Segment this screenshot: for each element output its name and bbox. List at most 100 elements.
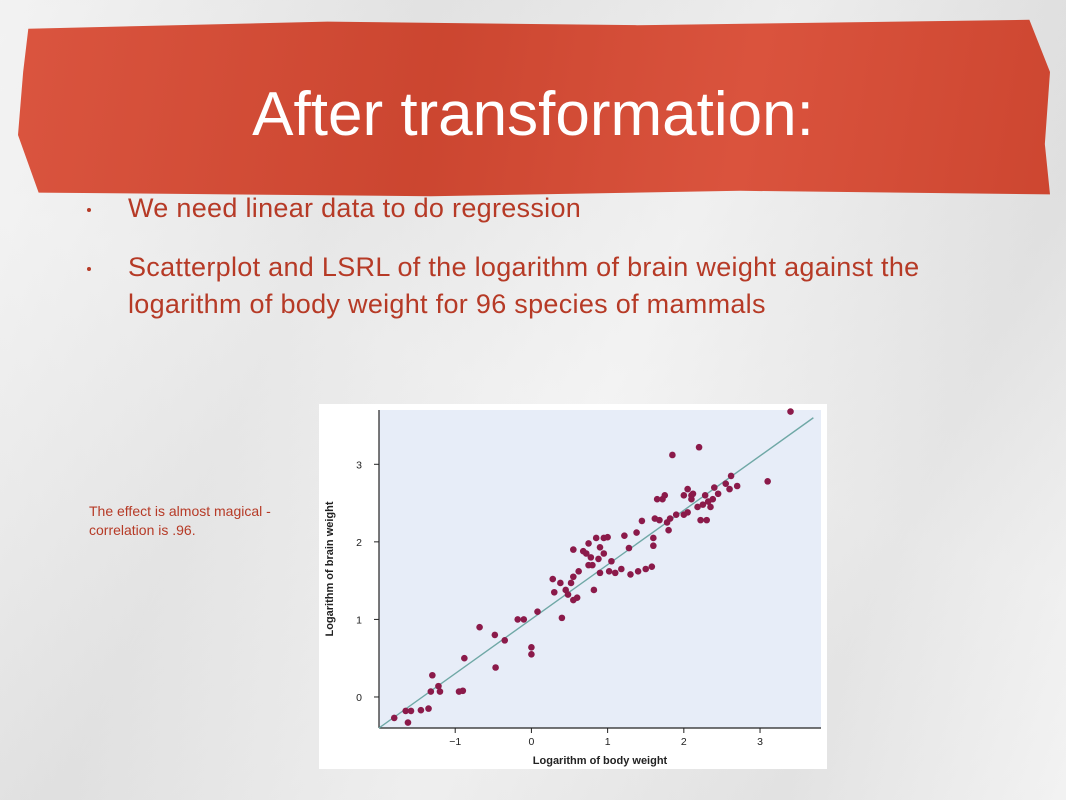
data-point [764, 478, 771, 485]
data-point [585, 540, 592, 547]
bullet-list: We need linear data to do regression Sca… [84, 190, 984, 345]
y-tick-label: 2 [356, 537, 362, 549]
y-tick-label: 1 [356, 614, 362, 626]
data-point [726, 485, 733, 493]
regression-line [378, 417, 814, 729]
data-point [402, 707, 409, 715]
scatterplot-chart: −1 0 1 2 3 0 1 2 3 Logarithm of body weight Log… [319, 404, 827, 769]
bullet-item: We need linear data to do regression [84, 190, 984, 227]
data-point [390, 714, 398, 722]
data-point [642, 565, 650, 573]
data-point [608, 557, 615, 565]
data-point [596, 569, 604, 577]
data-point [595, 555, 602, 563]
data-point [703, 516, 710, 524]
data-point [618, 565, 625, 573]
data-point [694, 503, 701, 511]
data-point [611, 569, 619, 577]
data-point [587, 554, 595, 561]
data-point [656, 516, 663, 524]
data-point [570, 573, 577, 581]
data-point [638, 517, 646, 525]
data-point [564, 591, 572, 598]
data-point [727, 472, 735, 480]
title-banner [18, 19, 1050, 197]
data-point [520, 616, 528, 623]
y-axis-title: Logarithm of brain weight [324, 501, 336, 636]
data-point [570, 546, 577, 553]
data-point [461, 654, 468, 662]
x-axis-title: Logarithm of body weight [533, 755, 668, 767]
data-point [582, 550, 590, 557]
data-point [684, 485, 691, 493]
data-point [575, 568, 582, 575]
data-point [429, 671, 436, 679]
data-point [404, 719, 412, 726]
data-point [528, 644, 535, 651]
data-point [666, 515, 674, 522]
data-point [714, 490, 722, 498]
data-point [425, 705, 432, 712]
bullet-item: Scatterplot and LSRL of the logarithm of… [84, 249, 984, 323]
data-point [665, 526, 672, 534]
data-point [661, 492, 669, 499]
data-point [669, 451, 676, 459]
data-point [589, 561, 596, 569]
data-point [699, 501, 707, 508]
data-point [596, 543, 604, 551]
data-point [650, 542, 657, 550]
data-point [476, 623, 483, 631]
data-point [707, 503, 714, 511]
x-tick-label: 3 [757, 736, 763, 748]
data-point [534, 608, 541, 615]
data-point [709, 495, 717, 503]
data-point [600, 550, 608, 557]
x-tick-label: −1 [449, 736, 461, 748]
data-point [459, 687, 467, 695]
data-point [697, 516, 704, 524]
data-point [672, 511, 680, 519]
data-point [787, 408, 794, 415]
x-tick-label: 2 [681, 736, 687, 748]
y-tick-label: 3 [356, 459, 362, 471]
y-tick-label: 0 [356, 692, 362, 704]
data-point [653, 495, 661, 503]
data-point [688, 492, 695, 499]
data-point [701, 492, 709, 499]
data-point [436, 688, 444, 695]
data-point [435, 682, 442, 690]
data-point [695, 443, 703, 451]
data-point [633, 529, 640, 536]
data-point [528, 651, 535, 658]
scatterplot-svg: −1 0 1 2 3 0 1 2 3 Logarithm of body weight Log… [324, 408, 821, 767]
data-point [514, 616, 521, 623]
data-point [550, 588, 558, 596]
data-point [621, 532, 628, 539]
data-point [567, 579, 575, 587]
data-point [573, 594, 581, 601]
data-point [711, 484, 718, 491]
data-point [417, 706, 425, 714]
y-ticks: 0 1 2 3 [356, 459, 379, 704]
data-point [558, 614, 566, 622]
data-point [407, 707, 415, 715]
slide-title: After transformation: [252, 80, 814, 149]
data-point [590, 586, 598, 594]
data-point [684, 509, 691, 516]
data-point [733, 482, 741, 490]
data-point [549, 575, 557, 583]
x-tick-label: 0 [528, 736, 534, 748]
slide-caption: The effect is almost magical - correlati… [89, 503, 271, 538]
data-point [501, 637, 509, 644]
x-tick-label: 1 [605, 736, 611, 748]
data-point [722, 480, 730, 487]
data-point [627, 571, 634, 578]
data-point [634, 568, 642, 575]
data-points [390, 408, 794, 726]
data-point [492, 664, 499, 671]
data-point [557, 579, 564, 587]
data-point [648, 563, 656, 570]
data-point [625, 544, 633, 552]
data-point [650, 534, 657, 542]
x-ticks: −1 0 1 2 3 [449, 728, 763, 748]
